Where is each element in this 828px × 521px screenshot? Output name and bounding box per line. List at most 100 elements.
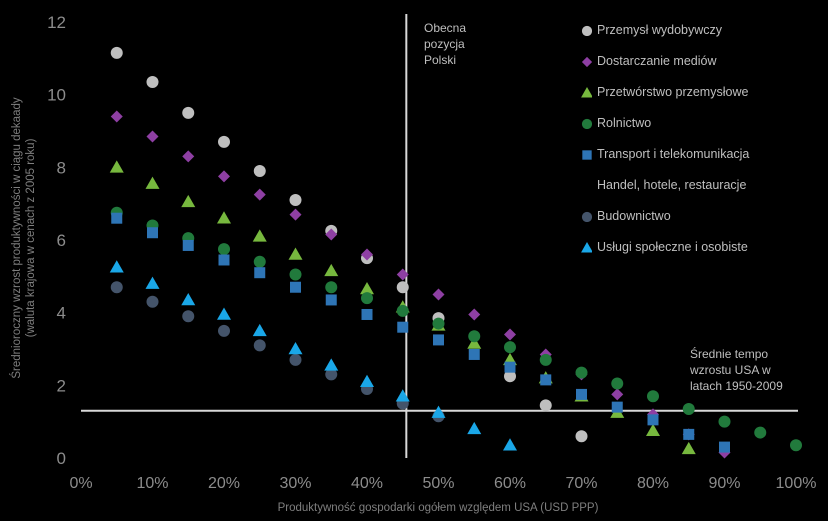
data-point: [361, 248, 373, 261]
legend-label: Budownictwo: [597, 209, 671, 223]
legend-marker-shape: [581, 211, 592, 222]
data-point: [468, 308, 481, 321]
data-point: [504, 370, 516, 383]
data-point: [325, 368, 338, 381]
legend-marker: [581, 211, 592, 222]
data-point: [504, 328, 516, 341]
legend-item: Handel, hotele, restauracje: [580, 175, 746, 195]
data-point: [681, 441, 696, 455]
legend-label: Usługi społeczne i osobiste: [597, 240, 748, 254]
data-point: [218, 135, 230, 148]
data-point: [325, 294, 337, 306]
data-point: [146, 295, 159, 308]
legend-marker: [582, 150, 592, 160]
data-point: [718, 415, 731, 428]
data-point: [325, 281, 338, 294]
legend-marker-shape: [581, 87, 592, 98]
data-point: [396, 304, 409, 317]
data-point: [253, 255, 266, 268]
data-point: [218, 243, 230, 256]
data-point: [146, 130, 159, 143]
data-point: [576, 388, 587, 400]
data-point: [719, 441, 730, 453]
data-point: [217, 211, 231, 224]
data-point: [182, 239, 194, 251]
data-point: [325, 228, 338, 241]
legend-marker: [580, 179, 592, 191]
data-point: [539, 353, 552, 366]
data-point: [539, 399, 552, 412]
data-point: [288, 247, 303, 260]
data-point: [504, 341, 516, 354]
data-point: [468, 330, 481, 343]
annotation-line: pozycja: [424, 37, 465, 51]
data-point: [145, 276, 160, 289]
data-point: [289, 353, 302, 366]
data-point: [288, 342, 303, 355]
data-point: [432, 288, 445, 301]
data-point: [361, 292, 373, 305]
x-tick-label: 80%: [637, 475, 669, 492]
legend-marker: [581, 56, 592, 67]
legend-marker-shape: [581, 25, 592, 36]
x-axis-title: Produktywność gospodarki ogółem względem…: [278, 502, 599, 514]
data-point: [110, 281, 123, 294]
data-point: [217, 307, 231, 320]
legend-marker-shape: [581, 56, 592, 67]
legend-item: Dostarczanie mediów: [580, 51, 717, 71]
y-tick-label: 10: [47, 86, 66, 105]
usa-growth-annotation: Średnie tempo wzrostu USA w latach 1950-20…: [690, 346, 783, 394]
data-point: [360, 374, 374, 387]
legend-marker-shape: [582, 150, 592, 160]
data-point: [575, 430, 588, 443]
legend-label: Rolnictwo: [597, 116, 652, 130]
legend-item: Przemysł wydobywczy: [580, 20, 722, 40]
annotation-line: latach 1950-2009: [690, 379, 783, 393]
legend-marker: [581, 242, 592, 253]
legend-label: Przetwórstwo przemysłowe: [597, 85, 749, 99]
legend-item: Transport i telekomunikacja: [580, 144, 749, 164]
data-point: [396, 281, 409, 294]
x-tick-label: 10%: [136, 475, 168, 492]
legend-marker-shape: [581, 118, 592, 129]
x-tick-label: 40%: [351, 475, 383, 492]
y-axis-title: Średnioroczny wzrost produktywności w ci…: [10, 97, 23, 378]
legend-item: Rolnictwo: [580, 113, 651, 133]
data-point: [218, 254, 230, 266]
data-point: [396, 268, 409, 281]
data-point: [611, 377, 624, 390]
x-tick-label: 100%: [776, 475, 817, 492]
data-point: [433, 334, 444, 346]
data-point: [289, 194, 302, 207]
data-point: [147, 227, 158, 239]
y-axis-title: (waluta krajowa w cenach z 2005 roku): [25, 138, 37, 337]
data-point: [289, 208, 302, 221]
data-point: [109, 260, 124, 273]
data-point: [182, 310, 195, 323]
data-point: [181, 194, 196, 208]
data-point: [289, 268, 302, 281]
legend-label: Handel, hotele, restauracje: [597, 178, 747, 192]
data-point: [109, 160, 124, 173]
data-point: [540, 374, 552, 386]
data-point: [110, 110, 123, 123]
y-tick-label: 2: [57, 376, 66, 395]
data-point: [575, 366, 588, 379]
data-point: [682, 402, 695, 415]
data-point: [182, 106, 195, 119]
data-point: [646, 423, 660, 436]
data-point: [324, 263, 339, 277]
x-tick-label: 30%: [279, 475, 311, 492]
annotation-line: Obecna: [424, 21, 467, 35]
y-tick-label: 8: [57, 158, 66, 177]
legend-label: Przemysł wydobywczy: [597, 23, 723, 37]
y-tick-label: 12: [47, 13, 66, 32]
data-point: [252, 229, 267, 242]
data-point: [468, 348, 480, 360]
data-point: [504, 361, 516, 373]
legend-marker: [581, 25, 592, 36]
data-point: [647, 414, 659, 426]
data-point: [290, 281, 301, 293]
annotation-line: Średnie tempo: [690, 347, 769, 361]
data-point: [467, 421, 482, 435]
